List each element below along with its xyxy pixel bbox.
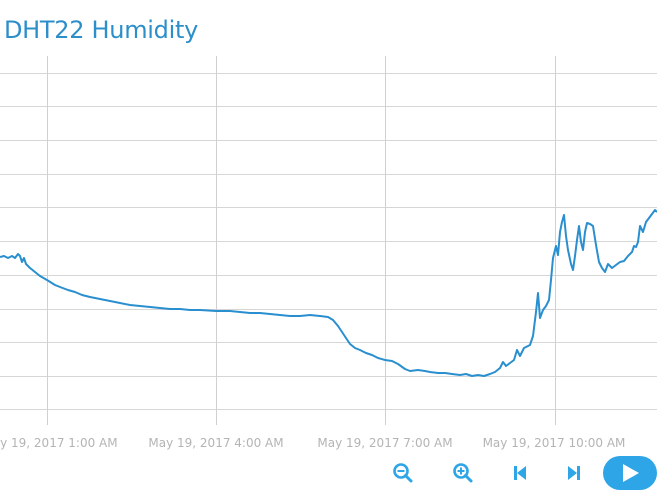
skip-to-start-icon — [514, 466, 526, 480]
zoom-in-button[interactable] — [448, 458, 478, 488]
skip-to-end-button[interactable] — [559, 458, 589, 488]
skip-to-start-button[interactable] — [505, 458, 535, 488]
skip-to-end-icon — [568, 466, 580, 480]
zoom-out-button[interactable] — [388, 458, 418, 488]
x-tick-label: May 19, 2017 7:00 AM — [317, 436, 453, 450]
humidity-series-line — [0, 209, 657, 377]
zoom-in-icon — [453, 463, 473, 483]
horizontal-gridlines — [0, 73, 657, 410]
x-tick-label: May 19, 2017 4:00 AM — [148, 436, 284, 450]
play-icon — [623, 464, 639, 482]
play-button[interactable] — [603, 456, 657, 490]
line-chart[interactable] — [0, 0, 657, 430]
chart-title: DHT22 Humidity — [4, 16, 198, 44]
vertical-gridlines — [47, 56, 556, 425]
zoom-out-icon — [393, 463, 413, 483]
x-tick-label: May 19, 2017 10:00 AM — [482, 436, 626, 450]
x-tick-label: May 19, 2017 1:00 AM — [0, 436, 118, 450]
